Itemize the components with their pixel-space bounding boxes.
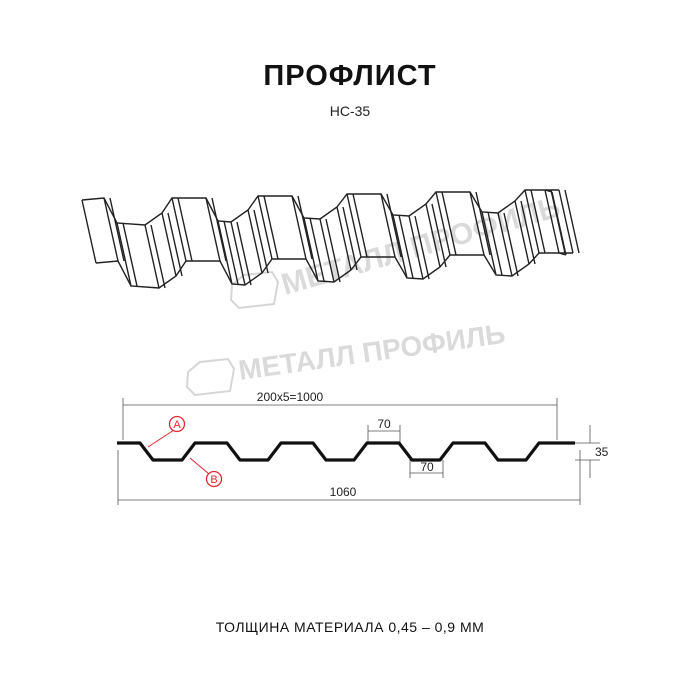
- sheet-rib-line: [236, 221, 252, 286]
- sheet-rib-line: [503, 212, 519, 277]
- sheet-rib-line: [263, 195, 279, 260]
- sheet-rib-line: [342, 206, 358, 271]
- cross-section-profile: [117, 441, 575, 462]
- material-thickness: ТОЛЩИНА МАТЕРИАЛА 0,45 – 0,9 ММ: [215, 619, 485, 635]
- sheet-rib-line: [431, 203, 447, 268]
- marker-a: A: [147, 415, 186, 448]
- sheet-fold-line: [551, 191, 567, 256]
- sheet-rib-line: [309, 217, 325, 282]
- sheet-rib-line: [122, 222, 138, 287]
- sheet-fold-line: [161, 212, 177, 277]
- sheet-rib-line: [325, 218, 341, 283]
- sheet-fold-line: [116, 222, 132, 287]
- sheet-rib-line: [520, 200, 536, 265]
- sheet-fold-line: [319, 218, 335, 283]
- isometric-sheet: [81, 189, 580, 289]
- sheet-rib-line: [211, 197, 227, 262]
- sheet-rib-line: [386, 193, 402, 258]
- sheet-rib-line: [253, 209, 269, 274]
- sheet-fold-line: [205, 197, 221, 262]
- sheet-fold-line: [81, 199, 97, 264]
- sheet-fold-line: [380, 193, 396, 258]
- sheet-fold-line: [524, 189, 540, 254]
- sheet-fold-line: [497, 212, 513, 277]
- sheet-rib-line: [177, 197, 193, 262]
- sheet-fold-line: [435, 191, 451, 256]
- sheet-fold-line: [558, 189, 574, 254]
- page-title: ПРОФЛИСТ: [263, 60, 437, 92]
- model-name: НС-35: [329, 103, 371, 119]
- sheet-fold-line: [514, 200, 530, 265]
- sheet-rib-line: [441, 191, 457, 256]
- sheet-rib-line: [398, 214, 414, 279]
- sheet-rib-line: [297, 195, 313, 260]
- sheet-rib-line: [223, 220, 239, 285]
- sheet-fold-line: [103, 197, 119, 262]
- sheet-fold-line: [257, 195, 273, 260]
- sheet-fold-line: [408, 215, 424, 280]
- sheet-fold-line: [544, 189, 560, 254]
- sheet-rib-line: [530, 189, 546, 254]
- sheet-rib-line: [487, 211, 503, 276]
- sheet-fold-line: [230, 221, 246, 286]
- sheet-fold-line: [392, 214, 408, 279]
- marker-a-label: A: [173, 419, 181, 431]
- sheet-fold-line: [291, 195, 307, 260]
- height-label: 35: [595, 445, 609, 459]
- marker-b-label: B: [210, 474, 217, 486]
- sheet-fold-line: [336, 206, 352, 271]
- sheet-rib-line: [564, 189, 580, 254]
- dimension-lines: [117, 398, 600, 505]
- sheet-rib-line: [414, 215, 430, 280]
- sheet-rib-line: [167, 212, 183, 277]
- sheet-fold-line: [247, 209, 263, 274]
- sheet-fold-line: [425, 203, 441, 268]
- marker-b: B: [189, 457, 223, 488]
- watermark-logo-2: [185, 357, 236, 397]
- sheet-rib-line: [475, 191, 491, 256]
- sheet-fold-line: [481, 211, 497, 276]
- sheet-fold-line: [217, 220, 233, 285]
- sheet-rib-line: [352, 193, 368, 258]
- sheet-fold-line: [469, 191, 485, 256]
- bottom-flat-label: 70: [420, 460, 434, 474]
- sheet-fold-line: [346, 193, 362, 258]
- total-width-label: 1060: [330, 485, 357, 499]
- sheet-fold-line: [171, 197, 187, 262]
- watermark-text-2: МЕТАЛЛ ПРОФИЛЬ: [237, 318, 508, 386]
- sheet-fold-line: [303, 217, 319, 282]
- pitch-label: 200x5=1000: [257, 390, 324, 404]
- sheet-rib-line: [150, 224, 166, 289]
- sheet-fold-line: [144, 224, 160, 289]
- sheet-rib-line: [109, 197, 125, 262]
- top-flat-label: 70: [377, 417, 391, 431]
